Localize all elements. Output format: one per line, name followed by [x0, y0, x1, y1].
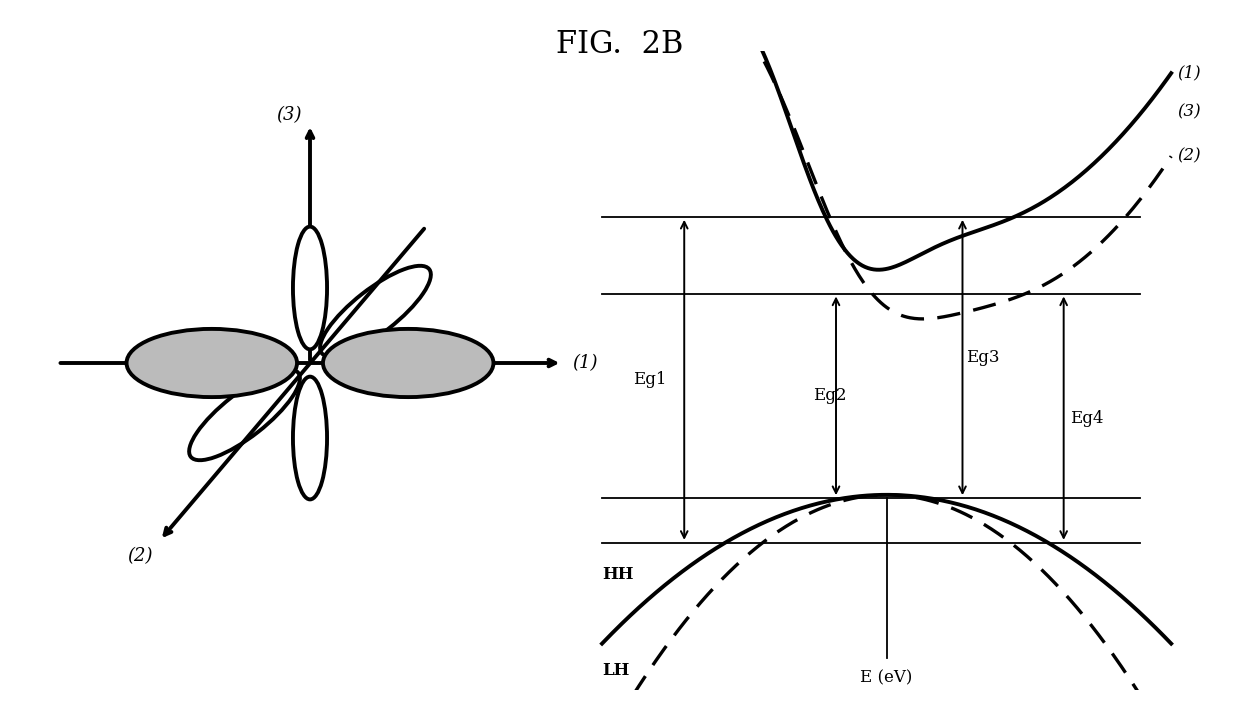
Text: (2): (2) — [126, 547, 153, 565]
Text: (3): (3) — [1178, 103, 1202, 120]
Text: E (eV): E (eV) — [861, 669, 913, 687]
Text: FIG.  2B: FIG. 2B — [557, 29, 683, 60]
Text: (3): (3) — [275, 106, 301, 123]
Ellipse shape — [322, 329, 494, 397]
Text: (1): (1) — [1178, 65, 1202, 82]
Ellipse shape — [190, 370, 300, 460]
Text: HH: HH — [603, 566, 634, 583]
Text: LH: LH — [603, 662, 630, 679]
Ellipse shape — [320, 266, 430, 356]
Text: Eg3: Eg3 — [966, 349, 999, 366]
Text: Eg4: Eg4 — [1070, 409, 1104, 427]
Text: (1): (1) — [572, 354, 598, 372]
Text: Eg1: Eg1 — [632, 371, 666, 388]
Ellipse shape — [293, 377, 327, 499]
Ellipse shape — [126, 329, 298, 397]
Text: (2): (2) — [1178, 147, 1202, 165]
Text: Eg2: Eg2 — [813, 387, 847, 404]
Ellipse shape — [293, 227, 327, 349]
